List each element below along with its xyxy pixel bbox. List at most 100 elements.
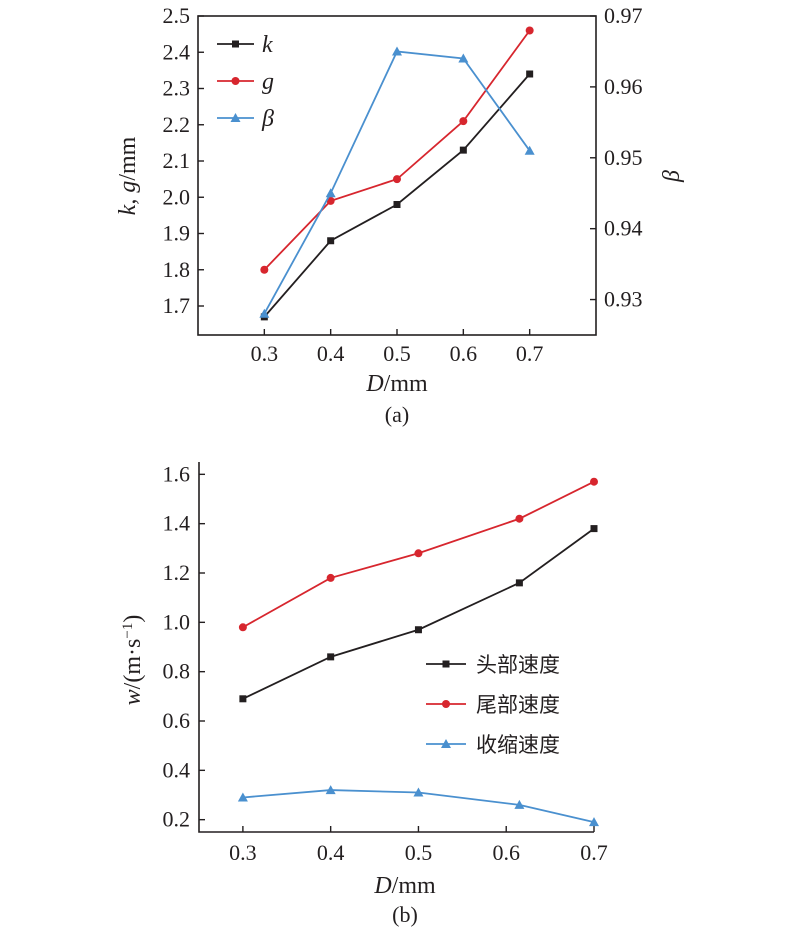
x-tick-label-a: 0.4	[317, 341, 345, 366]
y-axis-label-b: w/(m·s−1)	[120, 615, 146, 706]
x-axis-unit-b: /mm	[392, 873, 436, 899]
y-axis-left-label-a: k, g/mm	[115, 136, 141, 215]
data-point-a-1	[393, 175, 401, 184]
data-point-b-0	[239, 695, 247, 703]
panel-caption-a: (a)	[385, 402, 409, 427]
y-tick-label-b: 0.2	[163, 807, 191, 832]
data-point-b-1	[326, 573, 335, 582]
legend-label-a-0: k	[262, 32, 273, 58]
panel-caption-b: (b)	[392, 902, 418, 927]
panel-a: 0.3 0.4 0.5 0.6 0.7 1.7 1.8 1.9 2.0 2.1 2.2 2.3 2.4…	[115, 3, 685, 427]
data-point-a-0	[459, 146, 467, 154]
data-point-b-0	[327, 653, 335, 661]
data-point-a-2	[524, 145, 535, 155]
y-tick-right-label-a: 0.93	[604, 287, 643, 312]
x-axis-label-a: D/mm	[365, 371, 428, 397]
data-point-b-1	[414, 549, 423, 558]
data-point-b-0	[590, 525, 598, 533]
y-tick-right-label-a: 0.96	[604, 74, 643, 99]
axes-lines-b	[198, 462, 594, 833]
data-point-a-2	[392, 46, 402, 56]
data-point-b-2	[325, 785, 336, 795]
x-tick-label-a: 0.3	[251, 341, 279, 366]
legend-marker-b-1	[442, 700, 450, 708]
data-point-a-0	[393, 201, 401, 208]
data-point-a-1	[326, 196, 335, 205]
data-point-b-2	[237, 792, 248, 802]
data-point-b-1	[590, 477, 598, 486]
y-tick-left-label-a: 2.5	[163, 3, 191, 28]
y-ticks-right-a: 0.93 0.94 0.95 0.96 0.97	[590, 3, 643, 312]
y-axis-close-b: )	[120, 615, 146, 623]
x-ticks-b: 0.3 0.4 0.5 0.6 0.7	[229, 826, 608, 865]
legend-marker-b-2	[441, 739, 451, 748]
data-point-a-2	[259, 308, 270, 318]
x-ticks-a: 0.3 0.4 0.5 0.6 0.7	[251, 329, 544, 366]
x-tick-label-b: 0.5	[405, 840, 433, 865]
data-point-a-2	[458, 53, 469, 63]
x-tick-label-b: 0.6	[492, 840, 520, 865]
data-point-a-1	[459, 117, 468, 126]
series-line-a-1	[263, 29, 531, 271]
x-axis-var-b: D	[373, 873, 391, 899]
data-point-b-1	[238, 623, 247, 632]
data-point-b-0	[414, 626, 422, 634]
y-tick-left-label-a: 1.9	[163, 221, 191, 246]
series-group-b	[237, 477, 599, 827]
x-tick-label-b: 0.7	[580, 840, 608, 865]
y-tick-left-label-a: 2.4	[163, 39, 191, 64]
x-tick-label-a: 0.7	[516, 341, 544, 366]
x-axis-var-a: D	[365, 371, 383, 397]
y-axis-left-vars-a: k, g	[115, 181, 141, 216]
y-axis-var-b: w	[120, 689, 146, 705]
y-tick-label-b: 0.6	[163, 708, 191, 733]
x-tick-label-b: 0.4	[317, 840, 345, 865]
y-tick-left-label-a: 2.1	[163, 148, 191, 173]
data-point-a-1	[260, 265, 269, 274]
legend-label-b-1: 尾部速度	[476, 693, 560, 717]
data-point-a-2	[325, 188, 336, 198]
legend-label-a-2: β	[261, 106, 274, 132]
data-point-b-2	[514, 799, 525, 809]
y-tick-label-b: 1.6	[163, 461, 191, 486]
y-ticks-b: 0.2 0.4 0.6 0.8 1.0 1.2 1.4 1.6	[163, 461, 205, 832]
y-ticks-left-a: 1.7 1.8 1.9 2.0 2.1 2.2 2.3 2.4 2.5	[163, 3, 204, 318]
y-axis-right-label-a: β	[659, 170, 685, 183]
y-axis-sup-b: −1	[120, 623, 136, 639]
y-tick-right-label-a: 0.97	[604, 3, 643, 28]
y-tick-label-b: 1.0	[163, 609, 191, 634]
x-axis-unit-a: /mm	[384, 371, 428, 397]
y-tick-label-b: 0.4	[163, 757, 191, 782]
legend-marker-a-2	[230, 113, 241, 122]
y-tick-left-label-a: 2.2	[163, 112, 191, 137]
panel-b: 0.3 0.4 0.5 0.6 0.7 0.2 0.4 0.6 0.8 1.0 1.2 1.4 1.6…	[120, 461, 608, 927]
y-axis-unit-b: /(m·s	[120, 639, 146, 690]
data-point-b-1	[515, 514, 524, 523]
x-tick-label-b: 0.3	[229, 840, 257, 865]
x-axis-label-b: D/mm	[373, 873, 436, 899]
legend-marker-a-1	[231, 77, 240, 85]
data-point-a-0	[526, 70, 534, 78]
y-tick-left-label-a: 1.7	[163, 293, 191, 318]
y-tick-label-b: 1.2	[163, 560, 191, 585]
y-tick-right-label-a: 0.94	[604, 216, 643, 241]
y-tick-left-label-a: 1.8	[163, 257, 191, 282]
x-tick-label-a: 0.5	[383, 341, 411, 366]
legend-marker-b-0	[442, 660, 450, 668]
legend-marker-a-0	[232, 40, 239, 48]
legend-label-a-1: g	[262, 69, 274, 95]
y-tick-right-label-a: 0.95	[604, 145, 643, 170]
data-point-b-0	[515, 579, 523, 587]
legend-a: kgβ	[217, 32, 274, 132]
y-tick-label-b: 0.8	[163, 659, 191, 684]
data-point-a-0	[327, 237, 335, 245]
y-tick-label-b: 1.4	[163, 511, 191, 536]
y-tick-left-label-a: 2.0	[163, 184, 191, 209]
y-tick-left-label-a: 2.3	[163, 76, 191, 101]
legend-label-b-2: 收缩速度	[476, 733, 560, 757]
series-group-a	[259, 26, 535, 321]
series-line-a-0	[263, 73, 531, 318]
data-point-b-2	[413, 787, 424, 797]
